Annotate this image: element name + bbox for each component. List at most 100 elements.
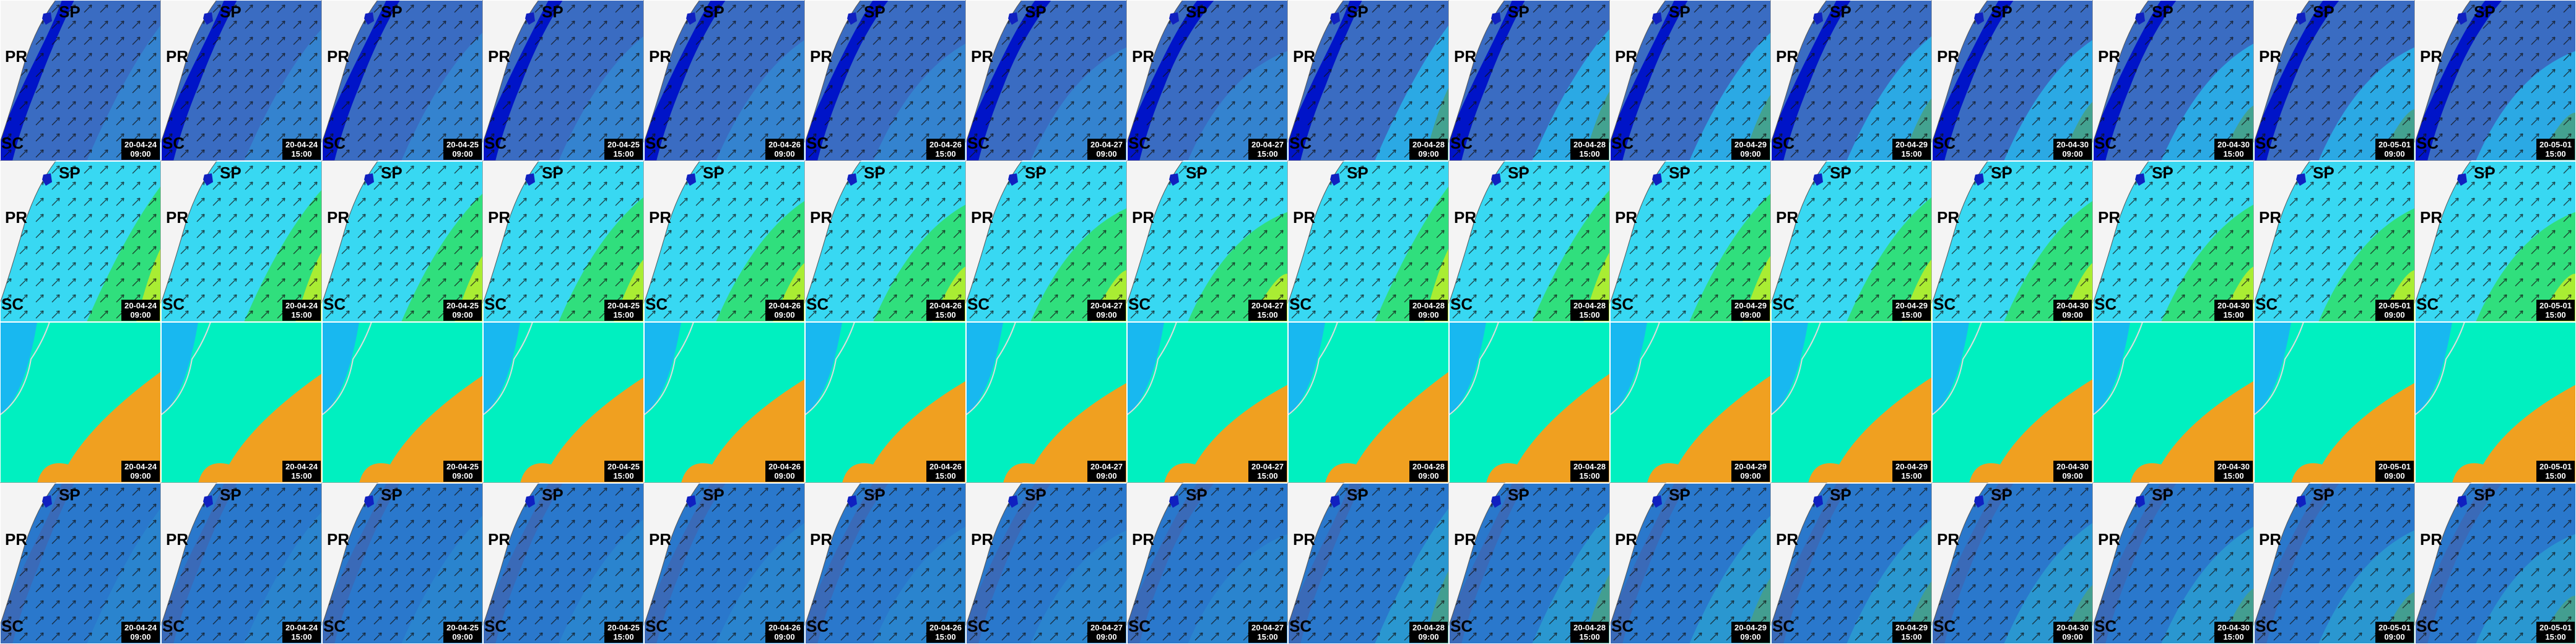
- stamp-time: 09:00: [1740, 149, 1760, 159]
- state-label: PR: [1132, 208, 1154, 227]
- zone: [1808, 377, 1932, 483]
- stamp-date: 20-04-26: [929, 623, 962, 632]
- city: [2135, 173, 2145, 186]
- stamp-date: 20-04-28: [1412, 462, 1445, 471]
- stamp-time: 09:00: [1418, 632, 1438, 642]
- stamp-time: 15:00: [935, 149, 955, 159]
- stamp-date: 20-04-26: [929, 140, 962, 149]
- stamp-time: 09:00: [2062, 471, 2082, 481]
- state-label: SC: [1, 134, 24, 152]
- city: [1491, 12, 1501, 25]
- stamp-date: 20-04-24: [285, 301, 318, 310]
- state-label: SP: [1830, 2, 1852, 21]
- city: [1652, 173, 1662, 186]
- stamp-date: 20-05-01: [2539, 462, 2572, 471]
- stamp-time: 15:00: [613, 310, 633, 320]
- stamp-date: 20-04-29: [1895, 623, 1928, 632]
- stamp-date: 20-04-27: [1251, 623, 1284, 632]
- state-label: PR: [327, 530, 349, 549]
- stamp-box: [1570, 300, 1609, 321]
- stamp-box: [1087, 461, 1126, 482]
- stamp-box: [282, 139, 321, 160]
- city: [42, 12, 52, 25]
- stamp-date: 20-04-24: [124, 140, 157, 149]
- city: [525, 173, 535, 186]
- state-label: PR: [1615, 47, 1637, 66]
- city: [364, 173, 374, 186]
- state-label: PR: [5, 208, 27, 227]
- stamp-box: [604, 461, 643, 482]
- state-label: PR: [649, 530, 671, 549]
- city: [1491, 173, 1501, 186]
- state-label: SC: [1772, 617, 1795, 635]
- stamp-time: 09:00: [774, 310, 794, 320]
- state-label: SP: [59, 163, 80, 182]
- state-label: SC: [967, 617, 990, 635]
- state-label: PR: [2420, 208, 2442, 227]
- state-label: SC: [806, 134, 829, 152]
- stamp-box: [121, 300, 160, 321]
- state-label: PR: [1615, 208, 1637, 227]
- coast: [1126, 321, 1177, 416]
- stamp-time: 09:00: [130, 632, 150, 642]
- stamp-box: [1409, 139, 1448, 160]
- tile-border: [2093, 322, 2254, 483]
- state-label: SP: [1186, 163, 1208, 182]
- stamp-date: 20-04-30: [2217, 462, 2250, 471]
- state-label: SP: [2152, 485, 2174, 504]
- stamp-box: [1409, 300, 1448, 321]
- state-label: SC: [484, 617, 507, 635]
- state-label: SP: [703, 163, 724, 182]
- city: [203, 173, 213, 186]
- state-label: PR: [810, 208, 832, 227]
- state-label: SC: [2094, 295, 2117, 313]
- state-label: PR: [1293, 208, 1315, 227]
- state-label: SC: [1289, 295, 1312, 313]
- stamp-box: [2053, 461, 2092, 482]
- state-label: PR: [2098, 530, 2120, 549]
- state-label: PR: [1454, 208, 1476, 227]
- stamp-box: [1409, 622, 1448, 643]
- stamp-time: 09:00: [2384, 149, 2404, 159]
- coast: [1609, 321, 1660, 416]
- stamp-date: 20-05-01: [2378, 301, 2411, 310]
- stamp-date: 20-04-24: [285, 140, 318, 149]
- state-label: SP: [2474, 2, 2496, 21]
- city: [847, 495, 857, 508]
- state-label: SP: [1669, 163, 1690, 182]
- stamp-date: 20-04-27: [1090, 140, 1123, 149]
- state-label: SC: [162, 295, 185, 313]
- state-label: PR: [1293, 47, 1315, 66]
- stamp-box: [1731, 622, 1770, 643]
- city: [2296, 173, 2306, 186]
- stamp-box: [1731, 461, 1770, 482]
- stamp-box: [443, 622, 482, 643]
- coast: [482, 321, 533, 416]
- stamp-box: [926, 300, 965, 321]
- state-label: SP: [1991, 2, 2012, 21]
- state-label: SC: [1772, 295, 1795, 313]
- state-label: PR: [971, 208, 993, 227]
- state-label: PR: [1132, 530, 1154, 549]
- city: [525, 495, 535, 508]
- state-label: SP: [1991, 485, 2012, 504]
- city: [847, 12, 857, 25]
- state-label: SC: [1611, 134, 1634, 152]
- state-label: SP: [2152, 163, 2174, 182]
- stamp-time: 15:00: [1901, 149, 1921, 159]
- coast: [965, 321, 1016, 416]
- stamp-date: 20-04-25: [607, 462, 640, 471]
- state-label: PR: [649, 208, 671, 227]
- stamp-time: 15:00: [1579, 632, 1599, 642]
- stamp-date: 20-04-30: [2056, 140, 2089, 149]
